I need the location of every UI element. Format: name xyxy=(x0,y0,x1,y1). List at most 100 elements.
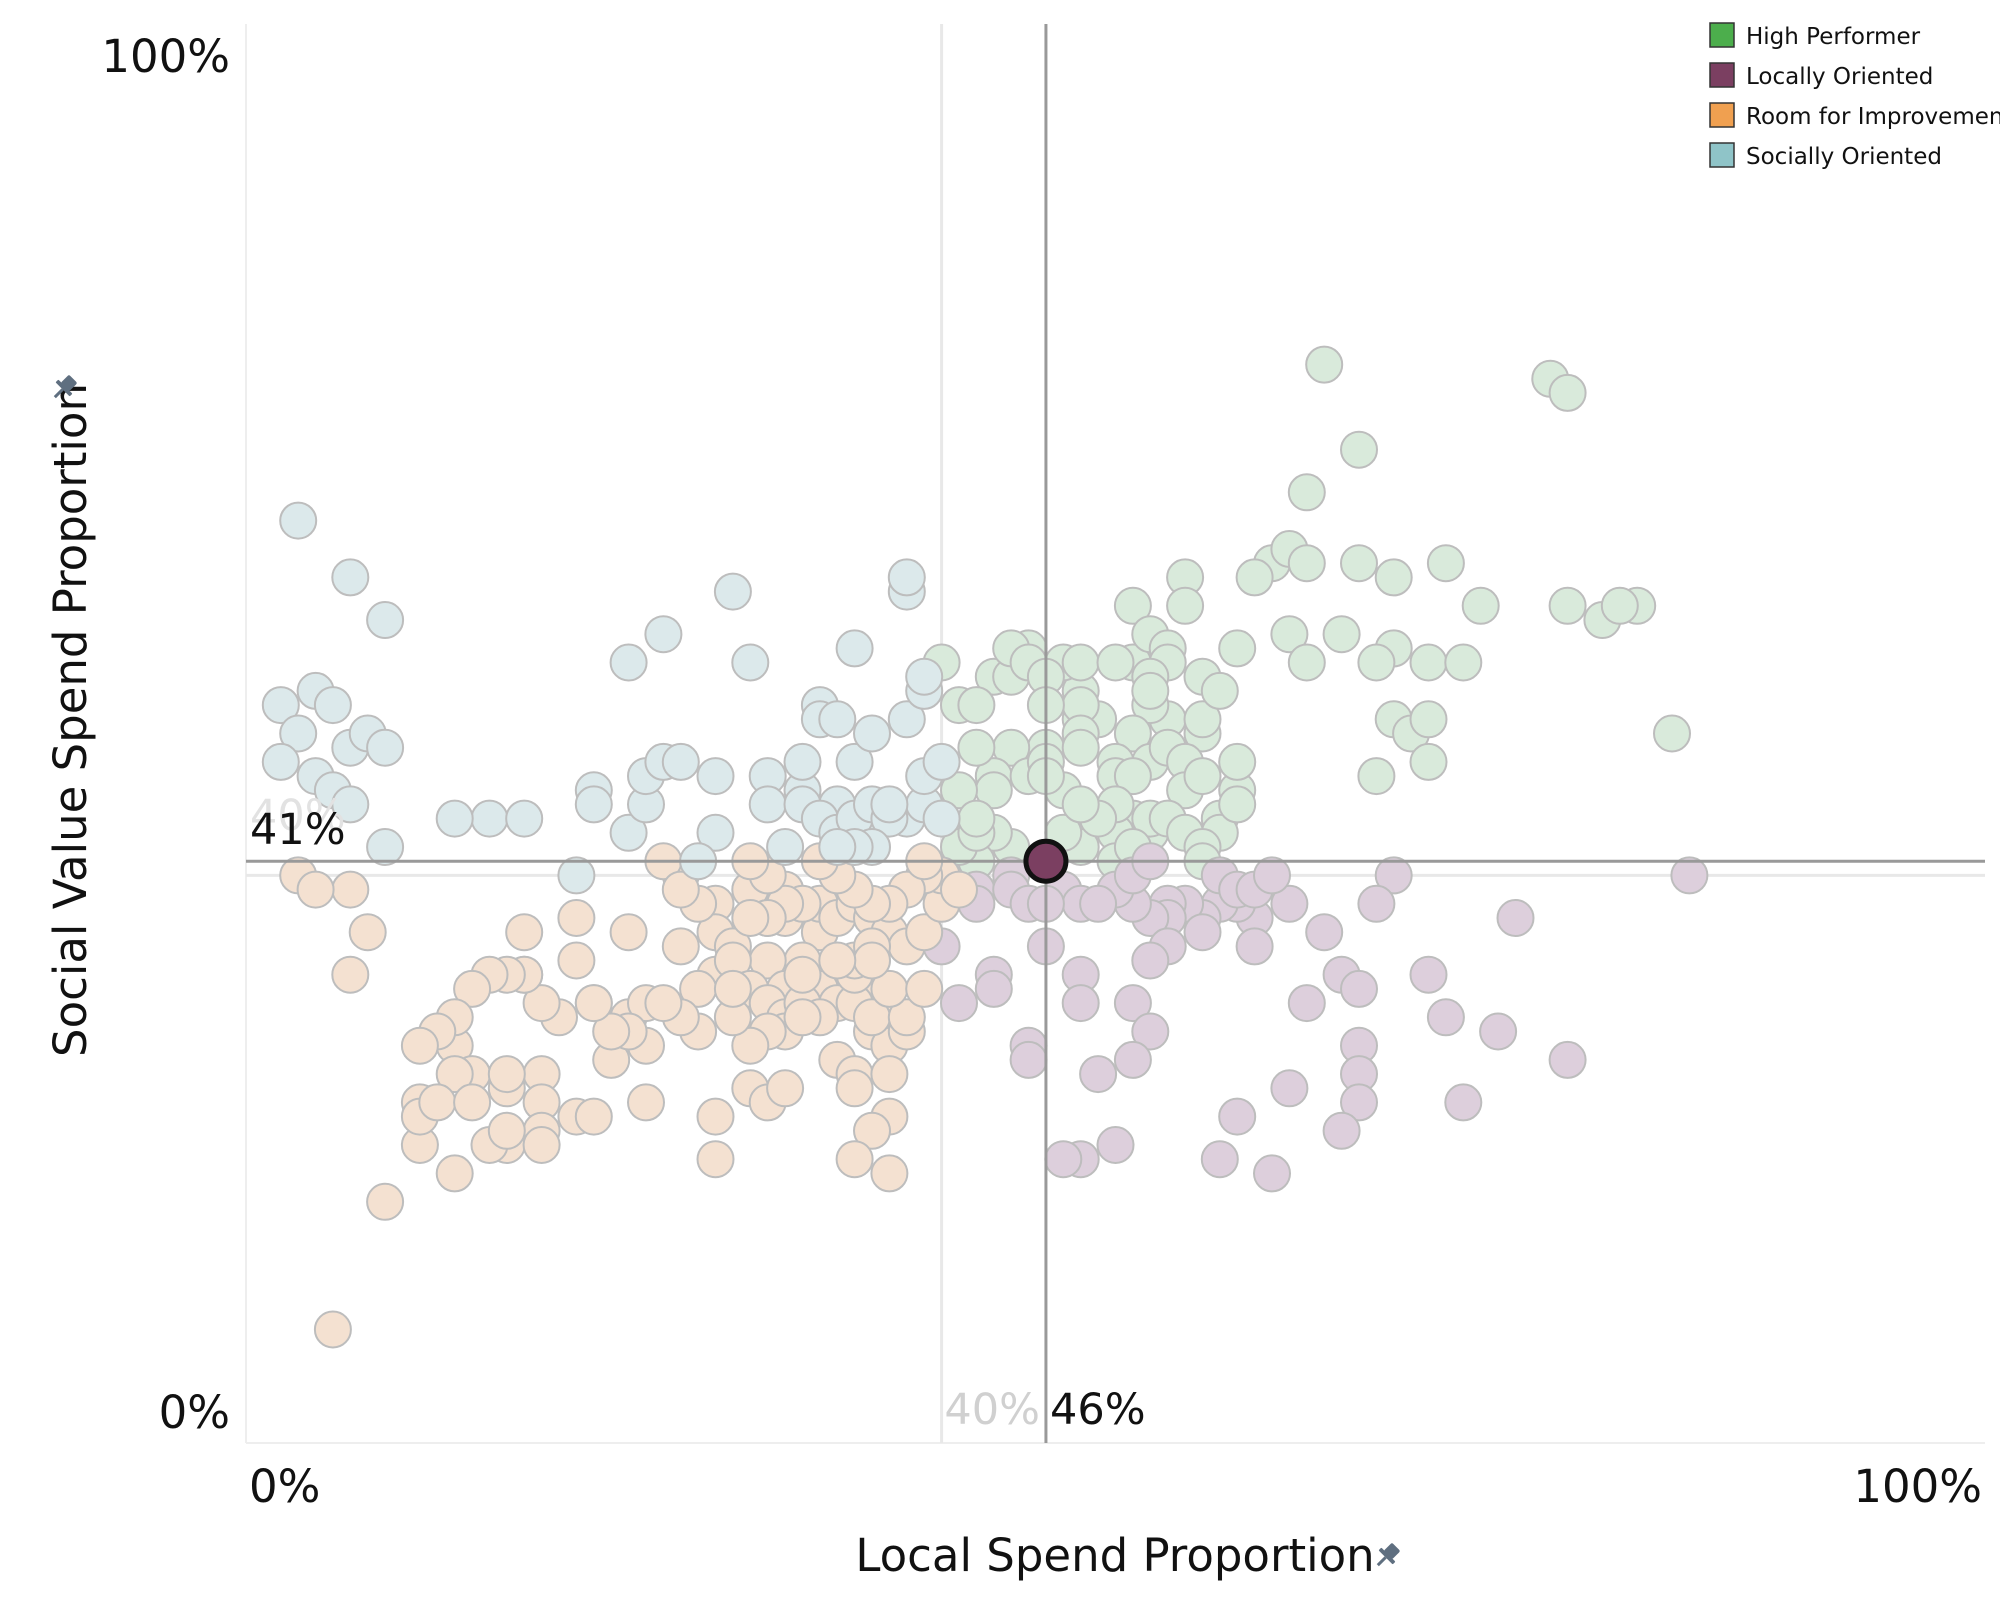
data-point-room-for-improvement[interactable] xyxy=(853,941,891,980)
data-point-room-for-improvement[interactable] xyxy=(905,913,944,952)
data-point-room-for-improvement[interactable] xyxy=(453,1083,492,1122)
data-point-locally-oriented[interactable] xyxy=(1426,998,1465,1037)
data-point-high-performer[interactable] xyxy=(1287,544,1326,583)
data-point-socially-oriented[interactable] xyxy=(574,785,613,824)
data-point-socially-oriented[interactable] xyxy=(470,799,509,838)
data-point-room-for-improvement[interactable] xyxy=(661,870,700,909)
data-point-room-for-improvement[interactable] xyxy=(870,1055,909,1094)
data-point-high-performer[interactable] xyxy=(1374,558,1413,597)
data-point-locally-oriented[interactable] xyxy=(1253,856,1291,895)
data-point-locally-oriented[interactable] xyxy=(1305,913,1344,952)
data-point-locally-oriented[interactable] xyxy=(1113,984,1152,1023)
data-point-socially-oriented[interactable] xyxy=(661,742,700,781)
data-point-socially-oriented[interactable] xyxy=(870,785,909,824)
data-point-room-for-improvement[interactable] xyxy=(557,899,596,937)
data-point-socially-oriented[interactable] xyxy=(818,700,857,739)
data-point-high-performer[interactable] xyxy=(1218,629,1257,668)
data-point-room-for-improvement[interactable] xyxy=(783,998,822,1037)
data-point-socially-oriented[interactable] xyxy=(557,856,596,895)
data-point-socially-oriented[interactable] xyxy=(261,686,300,725)
data-point-room-for-improvement[interactable] xyxy=(592,1012,631,1051)
y-axis-pin-icon[interactable] xyxy=(48,372,81,405)
data-point-locally-oriented[interactable] xyxy=(1444,1083,1483,1122)
data-point-socially-oriented[interactable] xyxy=(922,799,961,838)
data-point-socially-oriented[interactable] xyxy=(609,813,648,852)
data-point-high-performer[interactable] xyxy=(1548,373,1587,412)
data-point-socially-oriented[interactable] xyxy=(435,799,474,838)
data-point-room-for-improvement[interactable] xyxy=(574,984,613,1023)
data-point-socially-oriented[interactable] xyxy=(313,686,352,725)
data-point-high-performer[interactable] xyxy=(1183,757,1222,796)
data-point-high-performer[interactable] xyxy=(1548,586,1587,625)
data-point-socially-oriented[interactable] xyxy=(731,643,770,682)
data-point-high-performer[interactable] xyxy=(957,799,996,838)
data-point-room-for-improvement[interactable] xyxy=(522,984,561,1023)
data-point-room-for-improvement[interactable] xyxy=(818,941,857,980)
data-point-high-performer[interactable] xyxy=(1235,558,1274,597)
data-point-room-for-improvement[interactable] xyxy=(505,913,544,952)
data-point-locally-oriented[interactable] xyxy=(1200,1140,1239,1179)
data-point-socially-oriented[interactable] xyxy=(261,742,300,781)
data-point-high-performer[interactable] xyxy=(1653,714,1691,753)
data-point-locally-oriented[interactable] xyxy=(940,984,978,1023)
data-point-high-performer[interactable] xyxy=(1357,757,1396,796)
data-point-room-for-improvement[interactable] xyxy=(731,899,770,937)
data-point-room-for-improvement[interactable] xyxy=(713,969,752,1008)
data-point-room-for-improvement[interactable] xyxy=(453,969,492,1008)
data-point-locally-oriented[interactable] xyxy=(974,969,1013,1008)
data-point-room-for-improvement[interactable] xyxy=(696,1097,735,1136)
data-point-high-performer[interactable] xyxy=(1444,643,1483,682)
data-point-room-for-improvement[interactable] xyxy=(853,1111,891,1150)
data-point-locally-oriented[interactable] xyxy=(1548,1040,1587,1079)
data-point-room-for-improvement[interactable] xyxy=(418,1083,457,1122)
data-point-room-for-improvement[interactable] xyxy=(940,870,978,909)
data-point-socially-oriented[interactable] xyxy=(766,828,805,866)
data-point-socially-oriented[interactable] xyxy=(696,757,735,796)
data-point-socially-oriented[interactable] xyxy=(366,728,405,767)
data-point-socially-oriented[interactable] xyxy=(853,714,891,753)
data-point-high-performer[interactable] xyxy=(1461,586,1500,625)
data-point-high-performer[interactable] xyxy=(1131,671,1170,710)
data-point-socially-oriented[interactable] xyxy=(887,558,926,597)
data-point-room-for-improvement[interactable] xyxy=(331,870,370,909)
legend-item-room-for-improvement[interactable]: Room for Improvement xyxy=(1709,102,2000,130)
data-point-room-for-improvement[interactable] xyxy=(400,1026,439,1065)
data-point-socially-oriented[interactable] xyxy=(366,828,405,866)
data-point-high-performer[interactable] xyxy=(1061,728,1100,767)
data-point-socially-oriented[interactable] xyxy=(279,501,318,540)
data-point-locally-oriented[interactable] xyxy=(1270,884,1309,923)
data-point-locally-oriented[interactable] xyxy=(1096,1126,1135,1164)
data-point-high-performer[interactable] xyxy=(1061,643,1100,682)
data-point-room-for-improvement[interactable] xyxy=(296,870,335,909)
data-point-high-performer[interactable] xyxy=(1218,785,1257,824)
data-point-room-for-improvement[interactable] xyxy=(487,1055,526,1094)
data-point-high-performer[interactable] xyxy=(1357,643,1396,682)
data-point-locally-oriented[interactable] xyxy=(1183,913,1222,952)
data-point-socially-oriented[interactable] xyxy=(835,629,874,668)
data-point-locally-oriented[interactable] xyxy=(1079,1055,1118,1094)
data-point-room-for-improvement[interactable] xyxy=(313,1310,352,1349)
data-point-room-for-improvement[interactable] xyxy=(574,1097,613,1136)
data-point-locally-oriented[interactable] xyxy=(1496,899,1535,937)
data-point-socially-oriented[interactable] xyxy=(887,700,926,739)
data-point-locally-oriented[interactable] xyxy=(1340,969,1378,1008)
data-point-socially-oriented[interactable] xyxy=(696,813,735,852)
data-point-locally-oriented[interactable] xyxy=(1113,1040,1152,1079)
data-point-room-for-improvement[interactable] xyxy=(348,913,387,952)
data-point-socially-oriented[interactable] xyxy=(331,785,370,824)
legend-item-high-performer[interactable]: High Performer xyxy=(1709,22,1921,50)
data-point-high-performer[interactable] xyxy=(1096,643,1135,682)
data-point-room-for-improvement[interactable] xyxy=(609,913,648,952)
data-point-high-performer[interactable] xyxy=(1218,742,1257,781)
data-point-socially-oriented[interactable] xyxy=(922,742,961,781)
data-point-room-for-improvement[interactable] xyxy=(661,927,700,966)
data-point-locally-oriented[interactable] xyxy=(1670,856,1709,895)
data-point-locally-oriented[interactable] xyxy=(1131,1012,1170,1051)
data-point-high-performer[interactable] xyxy=(1166,586,1205,625)
data-point-room-for-improvement[interactable] xyxy=(766,1069,805,1108)
data-point-locally-oriented[interactable] xyxy=(1479,1012,1518,1051)
data-point-room-for-improvement[interactable] xyxy=(522,1126,561,1164)
data-point-locally-oriented[interactable] xyxy=(1253,1154,1291,1193)
data-point-high-performer[interactable] xyxy=(1113,757,1152,796)
data-point-high-performer[interactable] xyxy=(1113,714,1152,753)
